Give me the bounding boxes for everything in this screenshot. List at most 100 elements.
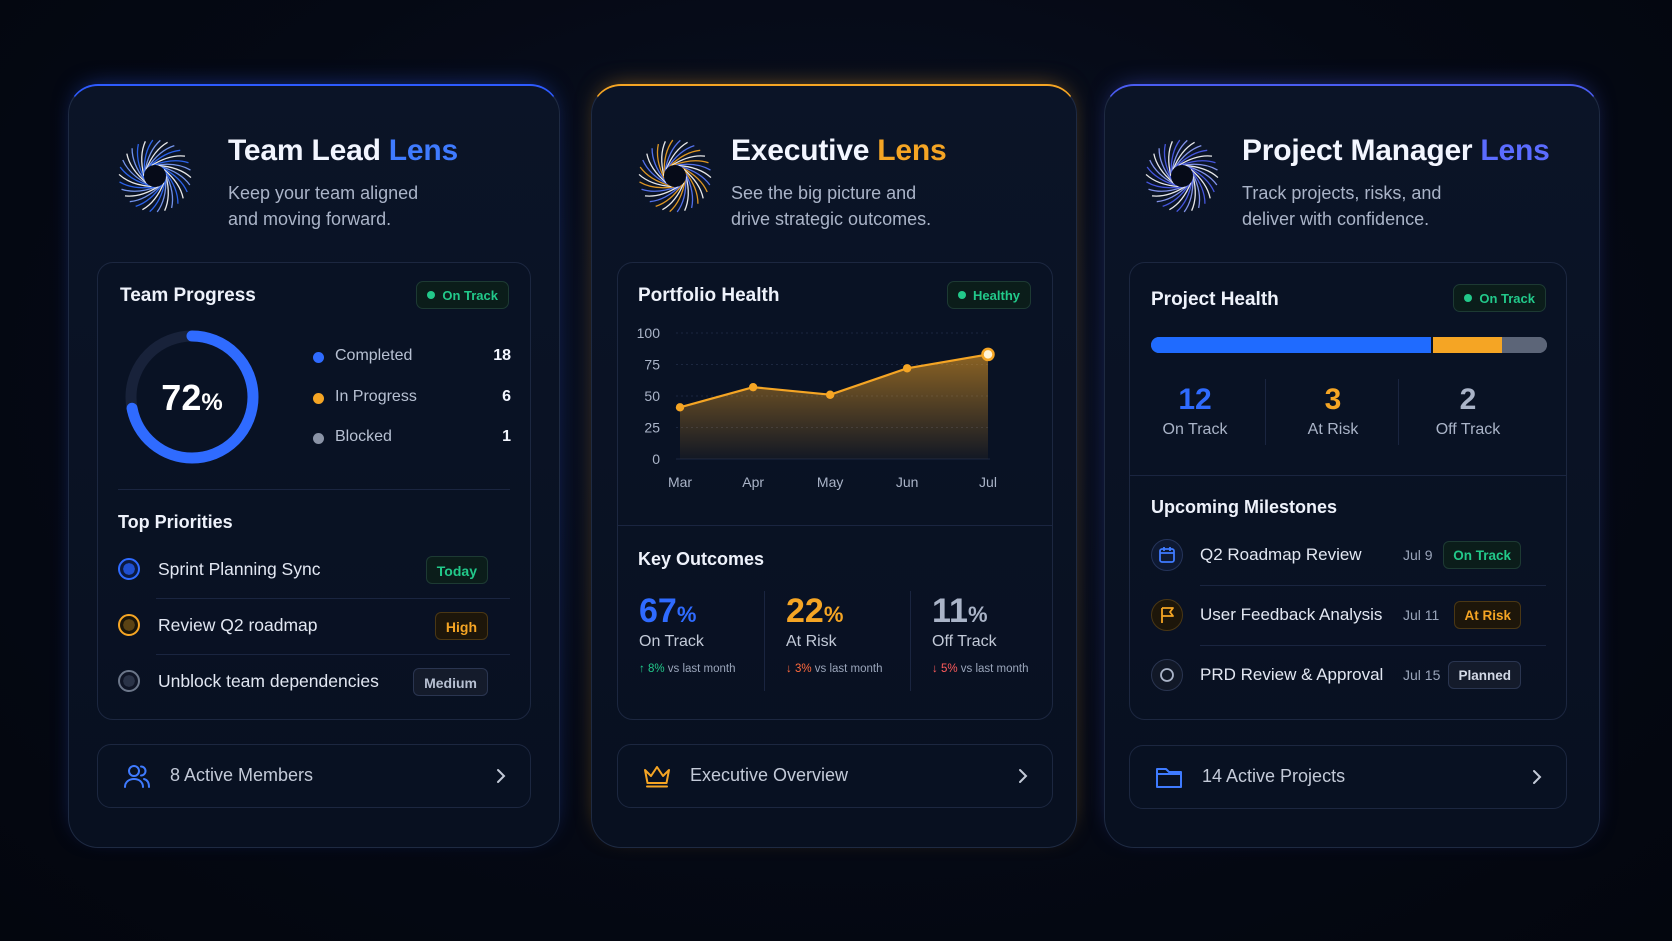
section-title: Top Priorities <box>118 512 233 532</box>
divider <box>156 598 510 599</box>
milestone-tag: Planned <box>1448 661 1521 689</box>
priority-tag: High <box>434 612 488 640</box>
priority-item[interactable]: Unblock team dependencies Medium <box>118 656 488 708</box>
milestone-label: User Feedback Analysis <box>1200 605 1383 624</box>
divider <box>1265 379 1266 445</box>
stat-off-track: 2 Off Track <box>1435 383 1501 438</box>
data-point[interactable] <box>902 364 912 373</box>
divider <box>1130 475 1566 476</box>
card-title: Executive Lens <box>731 134 947 167</box>
section-title: Upcoming Milestones <box>1151 497 1338 517</box>
milestone-tag: On Track <box>1443 541 1521 569</box>
x-tick-label: Jun <box>896 474 919 490</box>
panel-title: Team Progress <box>120 285 256 306</box>
x-tick-label: Apr <box>742 474 764 490</box>
status-badge: On Track <box>416 281 509 309</box>
card-header: Executive Lens See the big picture and dr… <box>635 130 1055 230</box>
priority-status-icon <box>118 670 140 692</box>
data-point[interactable] <box>748 382 758 392</box>
legend-dot-icon <box>313 433 324 444</box>
y-tick-label: 0 <box>652 451 660 467</box>
panel-title: Portfolio Health <box>638 285 780 306</box>
status-badge: Healthy <box>947 281 1031 309</box>
progress-donut: 72% <box>125 330 259 464</box>
executive-overview-button[interactable]: Executive Overview <box>617 744 1053 808</box>
swirl-logo-icon <box>118 139 192 213</box>
footer-label: Executive Overview <box>690 765 849 785</box>
stat-at-risk: 3 At Risk <box>1307 383 1359 438</box>
card-subtitle: Track projects, risks, and deliver with … <box>1242 183 1442 229</box>
health-bar-off-track <box>1502 337 1547 353</box>
flag-icon <box>1151 599 1183 631</box>
milestone-date: Jul 15 <box>1403 667 1441 683</box>
portfolio-panel: Portfolio Health Healthy 100 75 50 25 0 Mar Ap… <box>617 262 1053 720</box>
folder-icon <box>1156 768 1182 788</box>
area-fill <box>680 354 988 459</box>
legend-completed: Completed 18 <box>313 345 511 369</box>
priority-label: Sprint Planning Sync <box>158 559 321 579</box>
circle-icon <box>1151 659 1183 691</box>
calendar-icon <box>1151 539 1183 571</box>
health-bar-on-track <box>1151 337 1431 353</box>
crown-icon <box>644 766 670 788</box>
data-point[interactable] <box>981 347 995 362</box>
x-tick-label: Jul <box>979 474 997 490</box>
active-members-button[interactable]: 8 Active Members <box>97 744 531 808</box>
progress-percent: 72% <box>161 377 222 418</box>
divider <box>156 654 510 655</box>
x-tick-label: May <box>817 474 843 490</box>
priority-label: Review Q2 roadmap <box>158 615 318 635</box>
stat-on-track: 12 On Track <box>1162 383 1228 438</box>
divider <box>1200 585 1546 586</box>
status-badge: On Track <box>1453 284 1546 312</box>
team-lead-card: Team Lead Lens Keep your team aligned and… <box>68 84 560 848</box>
divider <box>1398 379 1399 445</box>
priority-item[interactable]: Sprint Planning Sync Today <box>118 544 488 596</box>
milestone-item[interactable]: PRD Review & Approval Jul 15 Planned <box>1151 647 1521 703</box>
legend-blocked: Blocked 1 <box>313 426 511 450</box>
milestone-date: Jul 11 <box>1403 607 1440 623</box>
team-progress-panel: Team Progress On Track 72% Completed 18 … <box>97 262 531 720</box>
milestone-item[interactable]: User Feedback Analysis Jul 11 At Risk <box>1151 587 1521 643</box>
priority-status-icon <box>118 558 140 580</box>
status-dot-icon <box>958 291 967 299</box>
priority-tag: Medium <box>413 668 488 696</box>
project-health-panel: Project Health On Track 12 On Track 3 At… <box>1129 262 1567 720</box>
chevron-right-icon <box>497 769 506 783</box>
data-point[interactable] <box>675 403 685 412</box>
priority-item[interactable]: Review Q2 roadmap High <box>118 600 488 652</box>
milestone-item[interactable]: Q2 Roadmap Review Jul 9 On Track <box>1151 527 1521 583</box>
divider <box>118 489 510 490</box>
milestone-date: Jul 9 <box>1403 547 1433 563</box>
y-tick-label: 25 <box>644 420 660 436</box>
milestone-label: Q2 Roadmap Review <box>1200 545 1362 564</box>
card-header: Team Lead Lens Keep your team aligned and… <box>115 130 535 230</box>
outcome-off-track: 11% Off Track ↓ 5% vs last month <box>932 592 1029 675</box>
footer-label: 14 Active Projects <box>1202 766 1346 786</box>
panel-title: Project Health <box>1151 289 1279 310</box>
status-dot-icon <box>1464 294 1473 302</box>
x-tick-label: Mar <box>668 474 692 490</box>
section-title: Key Outcomes <box>638 549 765 569</box>
legend-dot-icon <box>313 352 324 363</box>
active-projects-button[interactable]: 14 Active Projects <box>1129 745 1567 809</box>
project-manager-card: Project Manager Lens Track projects, risk… <box>1104 84 1600 848</box>
executive-card: Executive Lens See the big picture and dr… <box>591 84 1077 848</box>
priority-tag: Today <box>425 556 488 584</box>
legend-in-progress: In Progress 6 <box>313 386 511 410</box>
milestone-label: PRD Review & Approval <box>1200 665 1384 684</box>
legend-dot-icon <box>313 393 324 404</box>
y-tick-label: 75 <box>644 357 660 373</box>
data-point[interactable] <box>825 390 835 399</box>
swirl-logo-icon <box>638 139 712 213</box>
footer-label: 8 Active Members <box>170 765 314 785</box>
priority-status-icon <box>118 614 140 636</box>
users-icon <box>124 765 150 788</box>
portfolio-chart: 100 75 50 25 0 Mar Apr May Jun Jul <box>637 325 997 490</box>
card-subtitle: See the big picture and drive strategic … <box>731 183 932 229</box>
divider <box>764 591 765 691</box>
outcome-at-risk: 22% At Risk ↓ 3% vs last month <box>786 592 883 675</box>
card-subtitle: Keep your team aligned and moving forwar… <box>228 183 419 229</box>
card-title: Team Lead Lens <box>228 134 458 167</box>
progress-arc <box>125 330 259 464</box>
